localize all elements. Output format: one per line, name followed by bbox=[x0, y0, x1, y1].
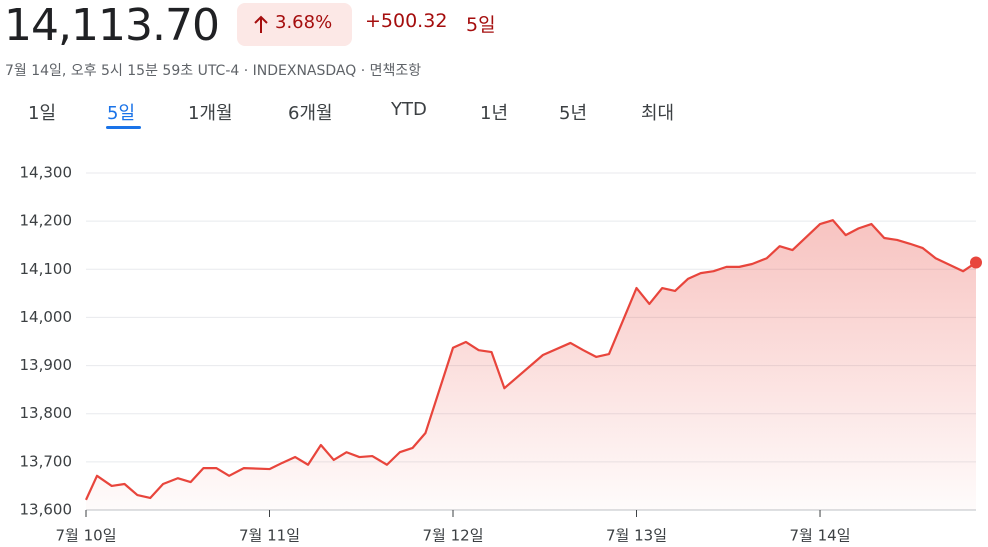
x-tick-label: 7월 10일 bbox=[56, 527, 117, 545]
price-line bbox=[84, 219, 977, 501]
range-tab[interactable]: 최대 bbox=[641, 103, 675, 124]
change-percent: 3.68% bbox=[275, 12, 333, 33]
range-tab[interactable]: 1년 bbox=[480, 103, 509, 124]
y-tick-label: 13,800 bbox=[20, 404, 73, 422]
period: 5일 bbox=[466, 14, 496, 36]
price: 14,113.70 bbox=[4, 0, 220, 51]
y-tick-label: 14,300 bbox=[20, 164, 73, 182]
y-tick-label: 13,600 bbox=[20, 501, 73, 519]
x-tick-label: 7월 14일 bbox=[790, 527, 851, 545]
range-tab[interactable]: 5일 bbox=[107, 103, 136, 124]
x-tick-label: 7월 13일 bbox=[606, 527, 667, 545]
x-tick-label: 7월 11일 bbox=[239, 527, 300, 545]
range-tab[interactable]: 1개월 bbox=[188, 103, 233, 124]
y-tick-label: 14,100 bbox=[20, 260, 73, 278]
area bbox=[86, 220, 976, 510]
change-badge bbox=[237, 3, 352, 46]
range-tab[interactable]: YTD bbox=[391, 99, 427, 120]
y-tick-label: 14,000 bbox=[20, 308, 73, 326]
range-tab[interactable]: 6개월 bbox=[288, 103, 333, 124]
y-tick-label: 13,900 bbox=[20, 356, 73, 374]
y-tick-label: 14,200 bbox=[20, 212, 73, 230]
selected-underline bbox=[106, 126, 141, 129]
range-tab[interactable]: 1일 bbox=[28, 103, 57, 124]
y-tick-label: 13,700 bbox=[20, 452, 73, 470]
x-tick-label: 7월 12일 bbox=[423, 527, 484, 545]
range-tab[interactable]: 5년 bbox=[559, 103, 588, 124]
last-point bbox=[970, 256, 982, 269]
subtitle: 7월 14일, 오후 5시 15분 59초 UTC-4 · INDEXNASDA… bbox=[5, 63, 422, 79]
up-arrow-icon bbox=[254, 15, 268, 33]
change: +500.32 bbox=[365, 10, 448, 32]
